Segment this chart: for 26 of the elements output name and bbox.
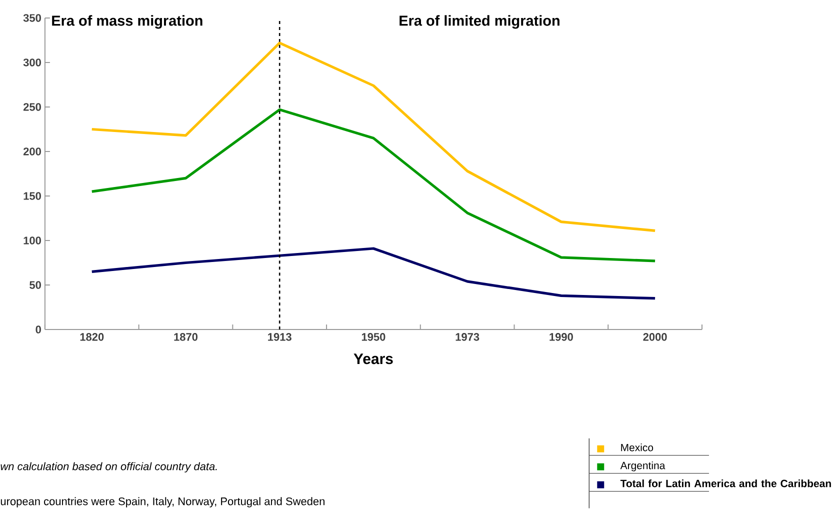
legend-label: Argentina	[620, 461, 666, 472]
legend-label: Mexico	[621, 443, 654, 452]
x-tick-label: 1870	[174, 332, 198, 341]
y-tick-label: 250	[23, 102, 41, 111]
x-tick-label: 1913	[268, 332, 292, 341]
line-series	[90, 41, 656, 232]
y-tick-label: 300	[23, 58, 41, 66]
text: uropean countries were Spain, Italy, Norway, Portugal and Sweden	[0, 497, 324, 508]
legend-label: Total for Latin America and the Caribbean	[620, 479, 831, 488]
y-tick-label: 350	[23, 14, 41, 22]
x-tick-label: 1973	[456, 332, 480, 341]
y-tick-label: 0	[36, 326, 41, 334]
x-axis-title: Years	[354, 354, 393, 364]
y-tick-label: 200	[23, 147, 41, 156]
annotation: Era of limited migration	[400, 15, 560, 29]
y-tick-label: 100	[24, 236, 41, 244]
y-tick-label: 150	[24, 192, 41, 200]
y-tick-label: 50	[30, 281, 41, 289]
text: wn calculation based on official country data.	[0, 462, 217, 472]
line-series	[90, 247, 656, 300]
annotation: Era of mass migration	[52, 15, 202, 29]
x-tick-label: 1990	[550, 332, 573, 341]
x-tick-label: 2000	[643, 332, 667, 341]
x-tick-label: 1950	[362, 332, 386, 341]
line-series	[90, 108, 656, 262]
x-tick-label: 1820	[80, 332, 104, 341]
